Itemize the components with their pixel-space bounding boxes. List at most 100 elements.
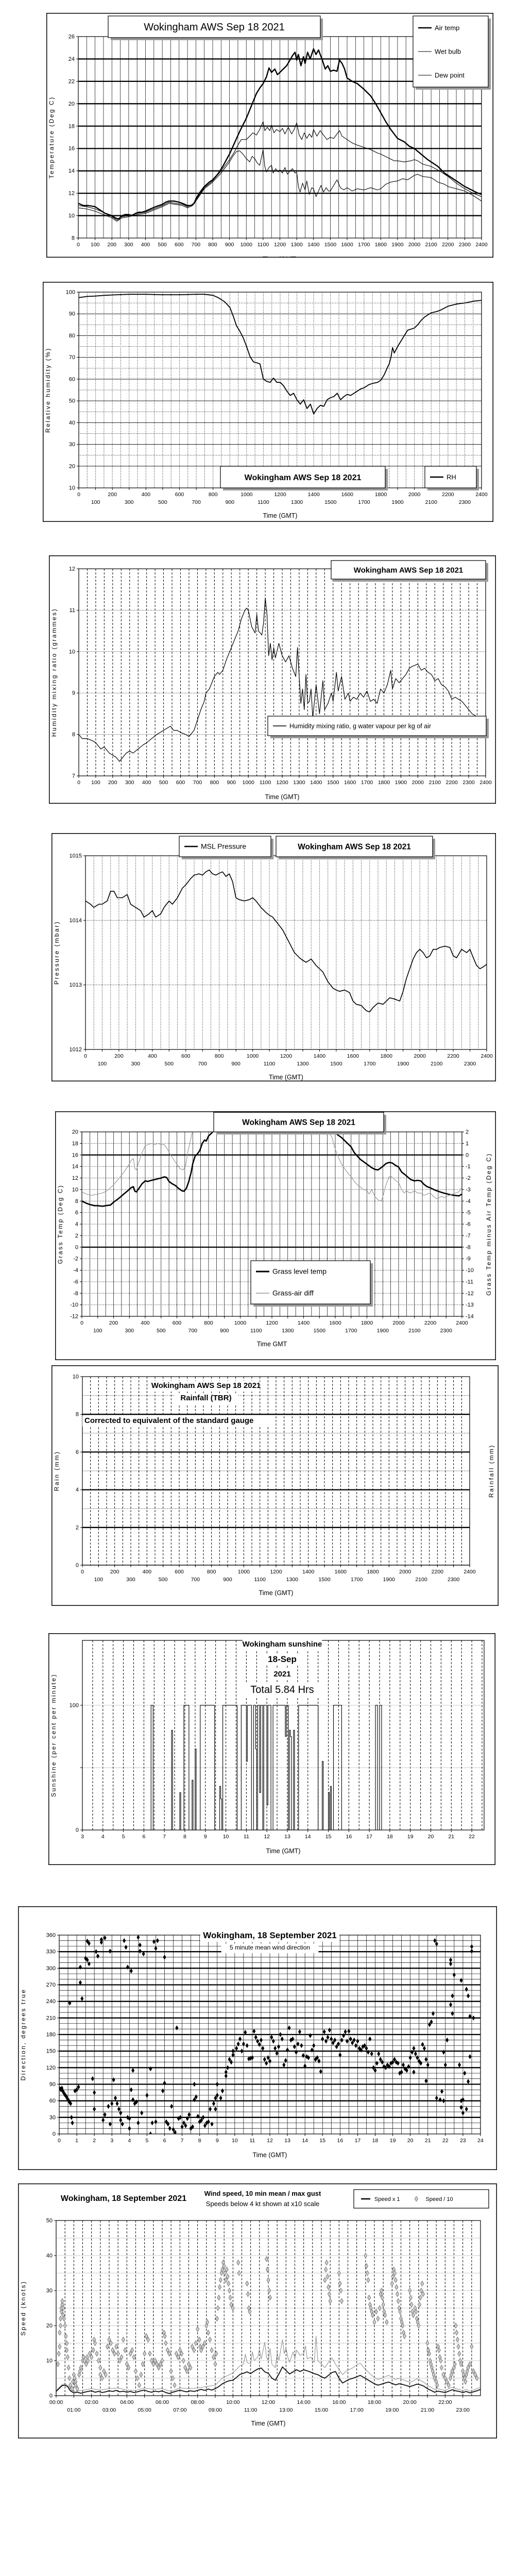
x-tick-label: 1800 [381, 1053, 393, 1059]
x-tick-label: 12 [267, 2138, 273, 2144]
x-tick-label: 600 [173, 1320, 182, 1326]
y2-tick-label: -11 [466, 1279, 473, 1285]
y-tick-label: 14 [68, 168, 75, 174]
x-tick-label: 2 [93, 2138, 96, 2144]
x-tick-label: 1900 [377, 1328, 389, 1334]
chart-msl-pressure-title: Wokingham AWS Sep 18 2021 [276, 836, 435, 859]
x-tick-label: 200 [108, 779, 117, 786]
y-tick-label: 26 [68, 34, 75, 40]
x-tick-label: 1100 [250, 1328, 262, 1334]
x-tick-label: 1400 [307, 242, 320, 248]
chart-temperature-series [78, 48, 482, 222]
x-tick-label: 1500 [324, 499, 337, 505]
x-tick-label: 13:00 [279, 2407, 293, 2413]
x-tick-label: 11 [249, 2138, 255, 2144]
x-axis-title: Time (GMT) [259, 1589, 294, 1597]
y-tick-label: 20 [46, 2323, 53, 2329]
y-tick-label: 8 [72, 732, 75, 738]
y-tick-label: -8 [73, 1291, 78, 1297]
chart-title-text: 18-Sep [268, 1654, 297, 1664]
legend-label: Dew point [435, 72, 465, 79]
x-tick-label: 1300 [293, 779, 305, 786]
x-tick-label: 8 [198, 2138, 201, 2144]
y-tick-label: 8 [72, 235, 75, 242]
x-tick-label: 1700 [364, 1061, 376, 1067]
y-tick-label: 240 [46, 1998, 56, 2005]
x-tick-label: 1800 [375, 242, 387, 248]
x-tick-label: 1400 [298, 1320, 310, 1326]
y-tick-label: 1015 [70, 853, 82, 859]
x-tick-label: 24 [477, 2138, 484, 2144]
y-tick-label: 24 [68, 56, 75, 62]
x-tick-label: 1900 [383, 1577, 396, 1583]
x-tick-label: 1400 [310, 779, 322, 786]
x-tick-label: 700 [191, 1577, 200, 1583]
chart-rainfall: 0 2 4 6 8 10 0 200 400 600 800 1000 1200 1400 1600 1800… [52, 1365, 499, 1606]
x-tick-label: 0 [77, 242, 80, 248]
y-axis-title: Temperature (Deg C) [48, 96, 55, 178]
x-tick-label: 800 [204, 1320, 213, 1326]
chart-grass-temperature-legend: Grass level temp Grass-air diff [250, 1260, 373, 1307]
legend-label: Grass-air diff [272, 1289, 314, 1297]
y-tick-label: 20 [69, 463, 75, 469]
y-tick-label: 100 [70, 1702, 79, 1708]
chart-title-text: Wokingham, 18 September 2021 [61, 2194, 186, 2203]
x-tick-label: 800 [208, 242, 217, 248]
x-axis-title: Time (GMT) [263, 256, 297, 258]
x-tick-label: 1000 [234, 1320, 247, 1326]
chart-grass-temperature: -12 -10 -8 -6 -4 -2 0 2 4 6 8 10 12 14 16 18 20 -14 -13 -12… [55, 1111, 496, 1360]
y2-tick-label: -9 [466, 1256, 471, 1262]
x-tick-label: 800 [207, 1569, 216, 1575]
x-tick-label: 1600 [329, 1320, 341, 1326]
x-tick-label: 1100 [258, 499, 269, 505]
x-tick-label: 18 [387, 1834, 393, 1840]
legend-label: Humidity mixing ratio, g water vapour pe… [289, 723, 431, 730]
x-tick-label: 4 [128, 2138, 131, 2144]
y2-tick-label: -1 [466, 1164, 471, 1170]
y-tick-label: -12 [70, 1314, 78, 1320]
x-tick-label: 400 [142, 779, 151, 786]
x-tick-label: 700 [198, 1061, 207, 1067]
y-tick-label: 0 [76, 1563, 79, 1569]
x-tick-label: 1600 [335, 1569, 347, 1575]
y-tick-label: 270 [46, 1982, 56, 1988]
y-tick-label: 8 [75, 1198, 78, 1205]
x-tick-label: 500 [159, 1577, 168, 1583]
x-tick-label: 1300 [297, 1061, 309, 1067]
y-tick-label: 0 [75, 1244, 78, 1250]
y-tick-label: 300 [46, 1965, 56, 1972]
x-tick-label: 400 [141, 242, 150, 248]
x-tick-label: 400 [148, 1053, 157, 1059]
x-tick-label: 09:00 [209, 2407, 222, 2413]
y-tick-label: 7 [72, 773, 75, 779]
x-tick-label: 07:00 [173, 2407, 186, 2413]
y-axis-title: Relative humidity (%) [44, 347, 52, 433]
x-tick-label: 1000 [247, 1053, 259, 1059]
x-tick-label: 2300 [459, 242, 471, 248]
chart-title-text: Corrected to equivalent of the standard … [84, 1416, 253, 1425]
x-tick-label: 20 [428, 1834, 434, 1840]
y-tick-label: 150 [46, 2048, 56, 2055]
x-tick-label: 1600 [344, 779, 356, 786]
y-tick-label: 80 [69, 333, 75, 339]
x-tick-label: 1500 [330, 1061, 342, 1067]
x-tick-label: 1200 [274, 492, 286, 498]
y2-tick-label: 2 [466, 1129, 469, 1136]
x-tick-label: 900 [227, 779, 236, 786]
y-tick-label: 10 [69, 649, 75, 655]
x-tick-label: 1300 [286, 1577, 299, 1583]
x-tick-label: 2000 [399, 1569, 411, 1575]
y-tick-label: 4 [76, 1487, 79, 1493]
y-tick-label: 70 [69, 354, 75, 361]
x-tick-label: 1200 [274, 242, 286, 248]
y-axis-title: Sunshine (per cent per minute) [50, 1673, 57, 1797]
x-tick-label: 1600 [347, 1053, 359, 1059]
x-tick-label: 2300 [464, 1061, 476, 1067]
chart-sunshine-series [82, 1705, 472, 1830]
x-tick-label: 200 [110, 1569, 119, 1575]
chart-wind-direction-series [59, 1935, 475, 2134]
chart-humidity-mixing-ratio-title: Wokingham AWS Sep 18 2021 [331, 560, 488, 582]
y-tick-label: 0 [49, 2393, 53, 2399]
